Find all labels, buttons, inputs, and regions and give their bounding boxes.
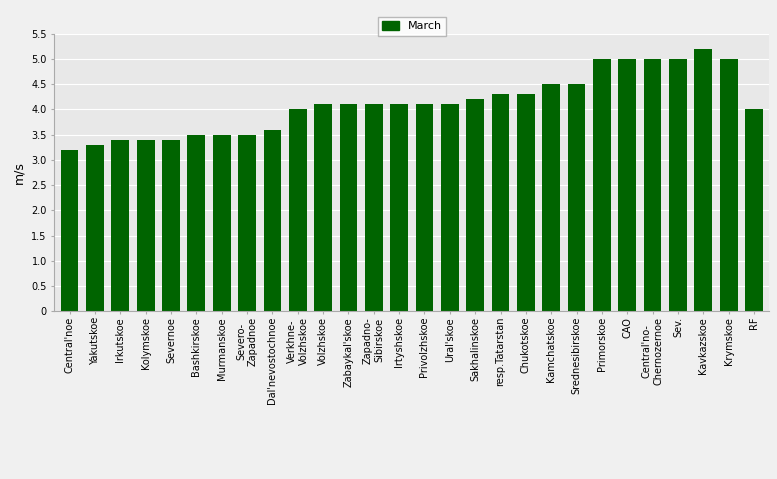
Bar <box>492 94 510 311</box>
Bar <box>314 104 332 311</box>
Bar <box>618 59 636 311</box>
Bar <box>441 104 458 311</box>
Bar <box>720 59 737 311</box>
Bar <box>162 139 179 311</box>
Bar <box>390 104 408 311</box>
Legend: March: March <box>378 17 446 36</box>
Bar <box>644 59 661 311</box>
Bar <box>745 109 763 311</box>
Bar <box>568 84 585 311</box>
Bar <box>669 59 687 311</box>
Bar <box>61 150 78 311</box>
Bar <box>365 104 382 311</box>
Bar <box>517 94 535 311</box>
Bar <box>416 104 434 311</box>
Bar <box>263 129 281 311</box>
Bar <box>466 99 484 311</box>
Bar <box>111 139 129 311</box>
Bar <box>542 84 560 311</box>
Bar <box>695 49 713 311</box>
Bar <box>213 135 231 311</box>
Bar <box>289 109 307 311</box>
Y-axis label: m/s: m/s <box>12 161 26 184</box>
Bar <box>86 145 104 311</box>
Bar <box>187 135 205 311</box>
Bar <box>593 59 611 311</box>
Bar <box>340 104 357 311</box>
Bar <box>137 139 155 311</box>
Bar <box>239 135 256 311</box>
